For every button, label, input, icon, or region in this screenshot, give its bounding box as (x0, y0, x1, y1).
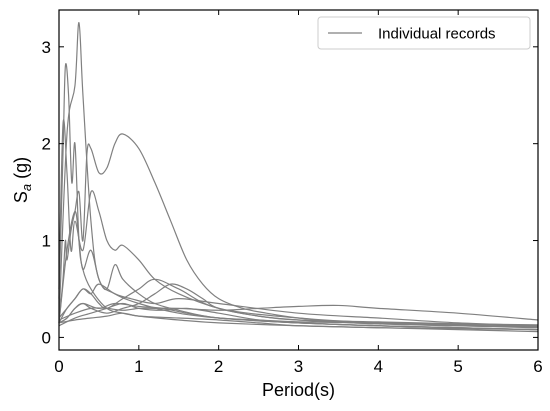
x-axis-label: Period(s) (262, 380, 335, 400)
y-axis-label-main: S (11, 191, 31, 203)
record-line-12 (58, 302, 539, 326)
legend: Individual records (317, 16, 531, 50)
legend-label: Individual records (378, 26, 496, 43)
x-tick-label-4: 4 (374, 357, 383, 376)
y-tick-label-2: 2 (42, 135, 51, 154)
record-line-2 (58, 63, 539, 331)
x-tick-label-5: 5 (453, 357, 462, 376)
record-line-11 (58, 283, 539, 327)
y-axis-label: Sa (g) (11, 157, 34, 203)
y-tick-label-3: 3 (42, 38, 51, 57)
y-tick-label-1: 1 (42, 232, 51, 251)
x-tick-label-0: 0 (54, 357, 63, 376)
legend-box (317, 16, 531, 50)
record-line-4 (58, 119, 539, 329)
y-tick-label-0: 0 (42, 328, 51, 347)
x-tick-label-3: 3 (294, 357, 303, 376)
series-layer (58, 21, 539, 333)
record-line-1 (58, 21, 539, 331)
record-line-9 (58, 302, 539, 331)
plot-frame (58, 9, 539, 351)
record-line-6 (58, 278, 539, 327)
y-axis-label-unit: (g) (11, 157, 31, 184)
y-axis-label-subscript: a (19, 184, 34, 191)
x-tick-label-2: 2 (214, 357, 223, 376)
x-tick-label-1: 1 (134, 357, 143, 376)
ticks-layer: 0 1 2 3 4 5 6 0 1 2 3 (42, 10, 543, 376)
x-tick-label-6: 6 (533, 357, 542, 376)
record-line-10 (58, 312, 539, 333)
record-line-5 (58, 210, 539, 331)
record-line-3 (58, 133, 539, 328)
